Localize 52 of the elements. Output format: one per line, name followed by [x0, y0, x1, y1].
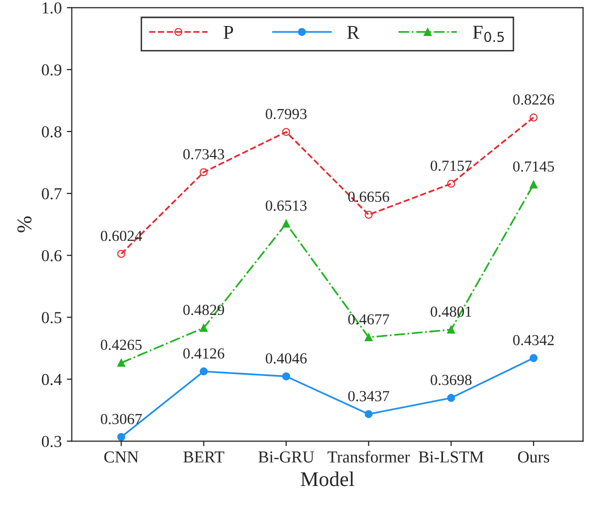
- data-label: 0.7145: [513, 161, 554, 172]
- x-tick-label: Bi-LSTM: [418, 451, 484, 463]
- point: [364, 210, 373, 219]
- point: [200, 324, 208, 332]
- point: [530, 180, 538, 188]
- x-tick-label: Bi-GRU: [258, 451, 314, 463]
- data-label: 0.3698: [430, 374, 472, 386]
- point: [117, 250, 126, 258]
- y-tick-label: 1.0: [42, 2, 62, 14]
- point: [364, 333, 373, 342]
- point: [200, 367, 208, 376]
- point: [364, 410, 373, 418]
- legend-label: P: [224, 26, 234, 39]
- y-tick-label: 0.9: [42, 64, 62, 76]
- y-tick-label: 0.8: [42, 126, 62, 138]
- data-label: 0.4126: [183, 348, 224, 359]
- y-tick-label: 0.6: [42, 250, 62, 262]
- data-label: 0.3067: [100, 414, 142, 424]
- legend-label: F$_{0.5}$: [472, 26, 504, 42]
- y-tick-label: 0.4: [42, 374, 62, 386]
- data-label: 0.7157: [430, 160, 472, 171]
- data-label: 0.4046: [266, 353, 307, 364]
- y-tick-label: 0.3: [42, 436, 62, 448]
- x-tick-label: CNN: [104, 451, 138, 463]
- x-tick-label: BERT: [183, 452, 224, 462]
- data-label: 0.8226: [513, 94, 554, 105]
- y-tick-label: 0.5: [42, 312, 62, 324]
- legend-label: R: [347, 26, 360, 39]
- y-tick-label: 0.7: [42, 188, 62, 200]
- data-label: 0.7343: [183, 149, 224, 160]
- point: [282, 128, 290, 136]
- point: [447, 326, 456, 334]
- point: [200, 168, 208, 176]
- point: [447, 180, 456, 188]
- point: [447, 394, 456, 402]
- point: [282, 220, 290, 228]
- point: [117, 433, 126, 441]
- data-label: 0.4342: [513, 334, 554, 346]
- x-tick-label: Ours: [518, 451, 550, 463]
- x-tick-label: Transformer: [328, 450, 410, 463]
- data-label: 0.6024: [100, 230, 142, 242]
- point: [530, 354, 538, 362]
- data-label: 0.6656: [348, 192, 390, 202]
- data-label: 0.7993: [266, 108, 307, 120]
- data-label: 0.3437: [348, 390, 390, 402]
- point: [282, 372, 290, 380]
- data-label: 0.6513: [266, 200, 307, 211]
- data-label: 0.4265: [100, 340, 142, 350]
- x-axis-title: Model: [300, 472, 354, 486]
- y-axis-title: %: [17, 216, 32, 232]
- point: [117, 358, 126, 367]
- point: [530, 114, 538, 122]
